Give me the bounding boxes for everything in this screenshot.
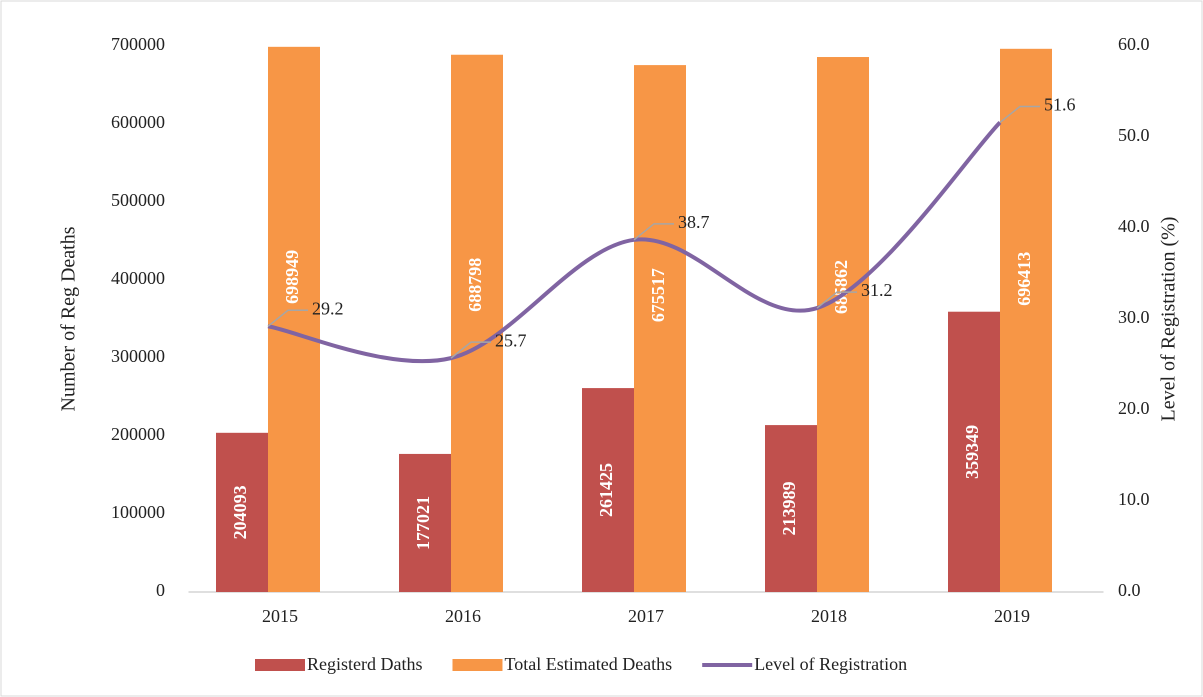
line-value-label: 25.7: [495, 330, 527, 350]
y2-tick-label: 50.0: [1118, 125, 1150, 145]
y2-tick-label: 10.0: [1118, 489, 1150, 509]
y-tick-label: 100000: [111, 502, 165, 522]
x-tick-label: 2016: [445, 606, 481, 626]
leader-line: [450, 341, 491, 359]
bar-value-label: 213989: [779, 482, 799, 536]
bar-value-label: 675517: [648, 268, 668, 322]
y-tick-label: 300000: [111, 346, 165, 366]
line-value-label: 38.7: [678, 212, 710, 232]
x-tick-label: 2018: [811, 606, 847, 626]
legend-label: Level of Registration: [754, 654, 907, 674]
bar: [399, 453, 451, 592]
bar-value-label: 685862: [831, 260, 851, 314]
bar: [765, 425, 817, 592]
bar-value-label: 688798: [465, 258, 485, 312]
bar: [948, 311, 1000, 592]
y-tick-label: 600000: [111, 112, 165, 132]
y-tick-label: 700000: [111, 34, 165, 54]
leader-line: [267, 309, 308, 327]
bar: [634, 65, 686, 592]
y2-tick-label: 60.0: [1118, 34, 1150, 54]
legend-label: Registerd Daths: [307, 654, 422, 674]
bar-value-label: 359349: [962, 425, 982, 479]
bar-value-label: 177021: [413, 496, 433, 550]
legend-label: Total Estimated Deaths: [504, 654, 672, 674]
legend-swatch: [452, 659, 503, 671]
x-tick-label: 2015: [262, 606, 298, 626]
y-tick-label: 500000: [111, 190, 165, 210]
y2-tick-label: 40.0: [1118, 216, 1150, 236]
bar-value-label: 696413: [1014, 252, 1034, 306]
bar: [582, 388, 634, 592]
bar: [216, 432, 268, 592]
leader-line: [999, 105, 1040, 124]
bar: [451, 54, 503, 593]
leader-line: [816, 291, 857, 309]
x-tick-label: 2017: [628, 606, 664, 626]
bar-value-label: 204093: [230, 485, 250, 539]
bar-value-label: 261425: [596, 463, 616, 517]
y-axis-title: Number of Reg Deaths: [58, 226, 80, 411]
line: [267, 121, 1002, 364]
line-value-label: 29.2: [312, 298, 344, 318]
bar: [817, 57, 869, 592]
bar: [1000, 48, 1052, 593]
line-value-label: 51.6: [1044, 95, 1076, 115]
y2-tick-label: 30.0: [1118, 307, 1150, 327]
y2-tick-label: 20.0: [1118, 398, 1150, 418]
y-tick-label: 400000: [111, 268, 165, 288]
y-tick-label: 200000: [111, 424, 165, 444]
x-tick-label: 2019: [994, 606, 1030, 626]
y2-tick-label: 0.0: [1118, 580, 1141, 600]
y-tick-label: 0: [156, 580, 165, 600]
bar-value-label: 698949: [282, 250, 302, 304]
y2-axis-title: Level of Registration (%): [1158, 217, 1180, 422]
leader-line: [633, 223, 674, 241]
line-value-label: 31.2: [861, 280, 893, 300]
legend-swatch: [255, 659, 305, 671]
